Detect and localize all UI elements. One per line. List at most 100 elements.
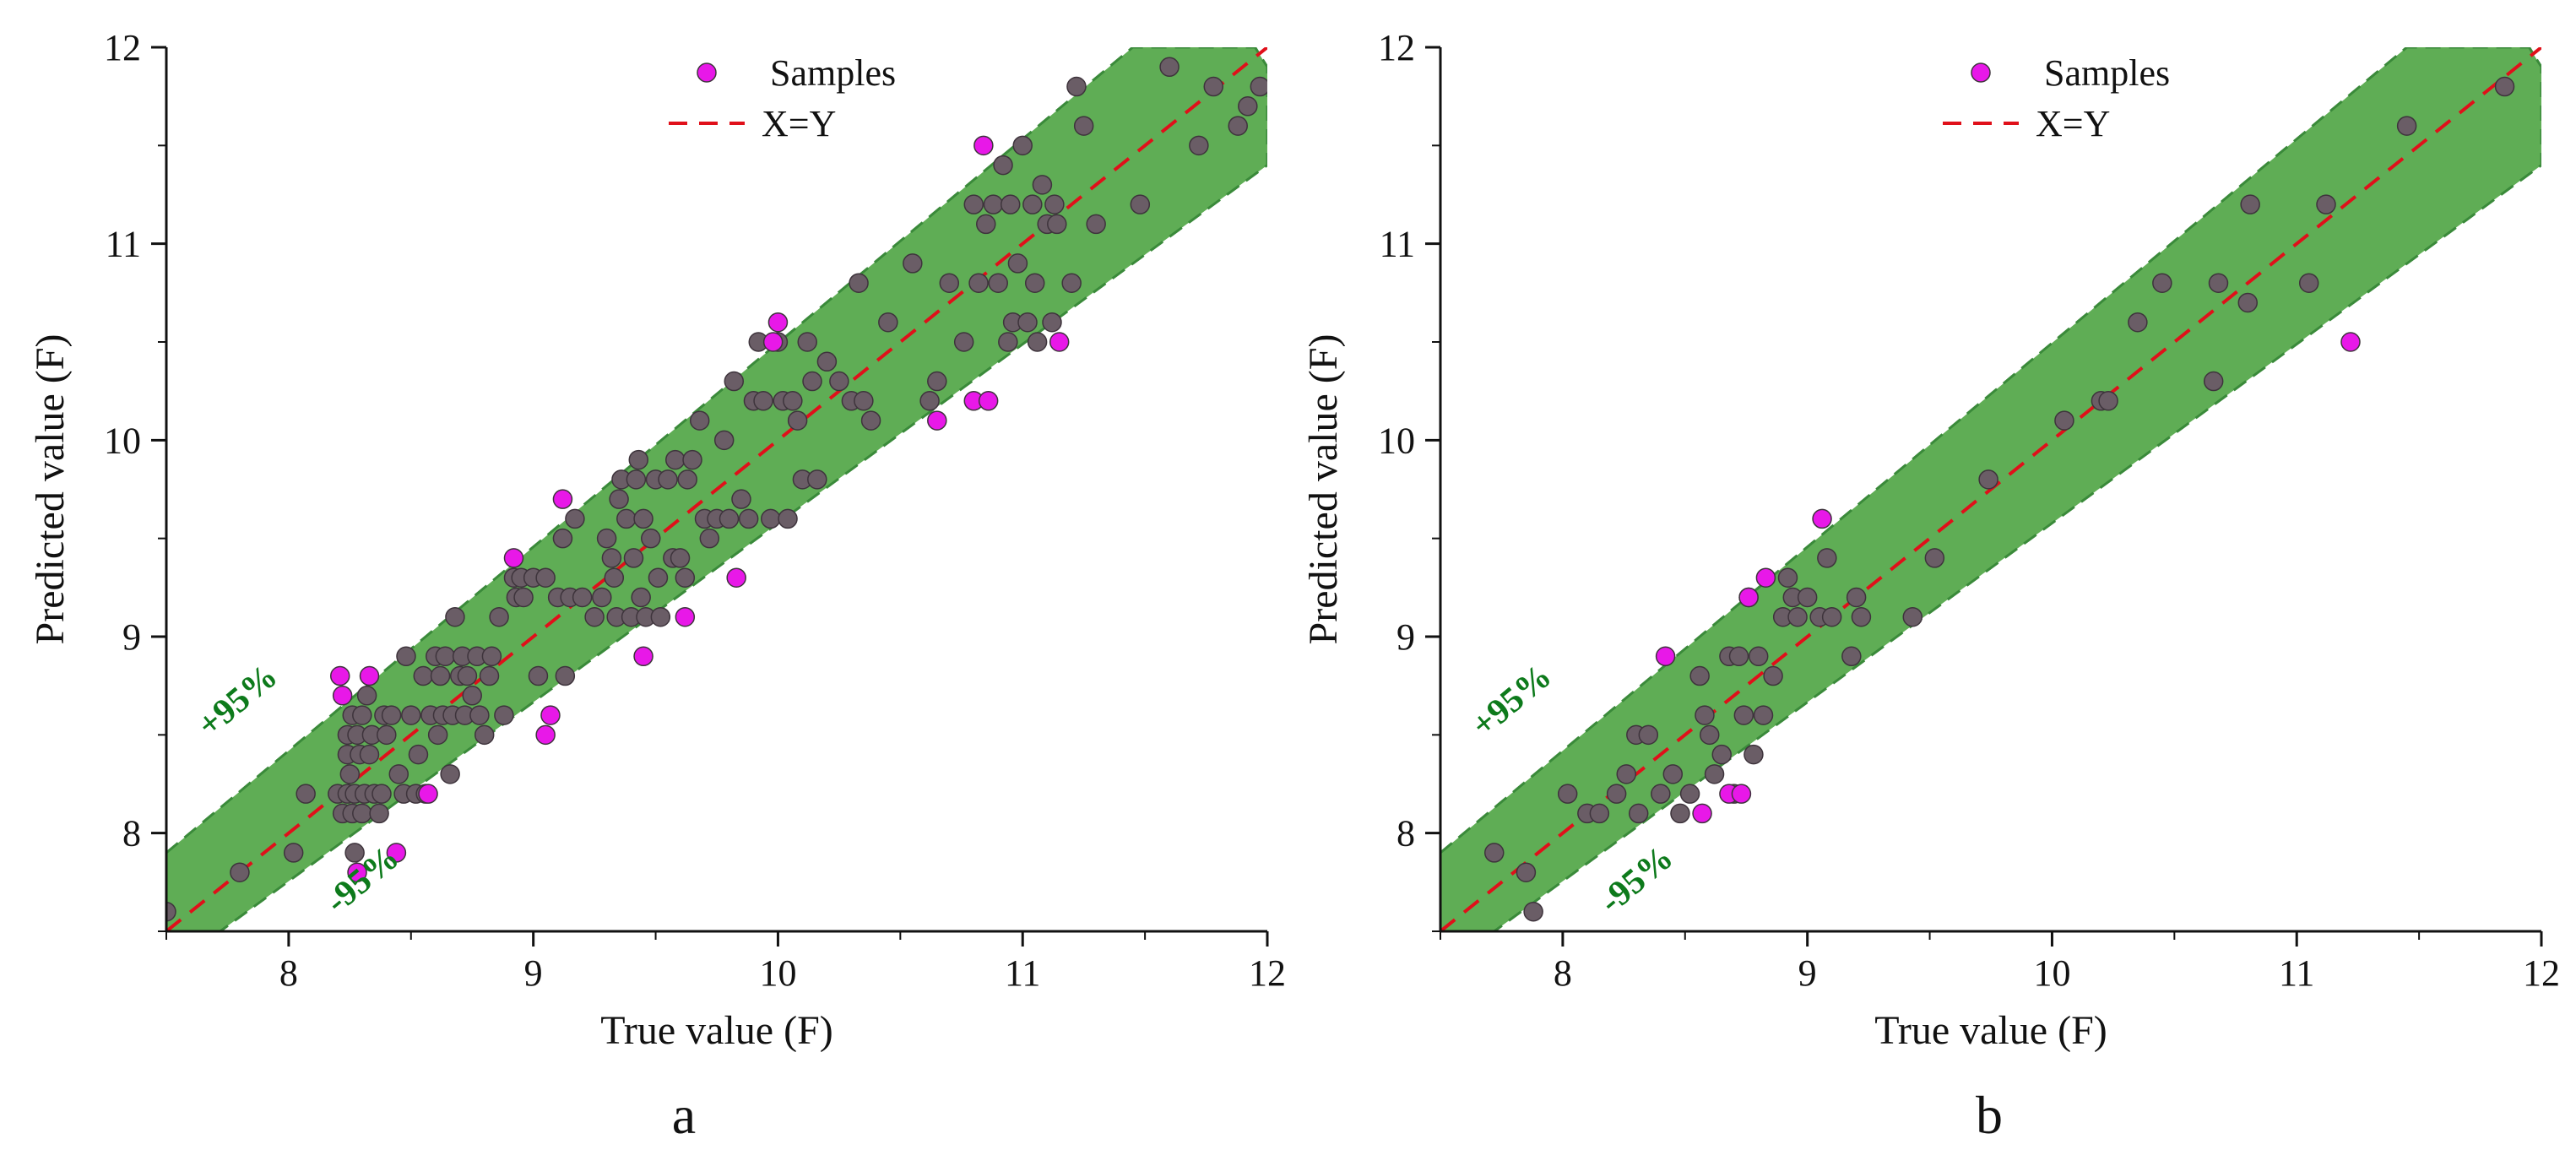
sample-point: [462, 686, 482, 706]
x-axis-title: True value (F): [1874, 1008, 2107, 1053]
sample-point: [713, 430, 735, 451]
sample-point: [1047, 214, 1067, 235]
sample-point-outlier: [332, 686, 353, 706]
sample-point-outlier: [1692, 803, 1712, 824]
x-tick-label: 9: [524, 952, 543, 994]
xy-reference-line: [1440, 47, 2541, 931]
sample-point: [641, 528, 661, 549]
sample-point: [166, 901, 176, 922]
y-tick-label: 9: [1396, 616, 1415, 658]
sample-point: [2316, 194, 2336, 214]
sample-point: [296, 784, 316, 804]
sample-point: [919, 391, 940, 411]
sample-point: [963, 194, 984, 214]
legend-samples-label: Samples: [770, 52, 896, 94]
sample-point-outlier: [386, 843, 407, 863]
sample-point: [408, 744, 429, 765]
sample-point: [528, 665, 549, 686]
sample-point: [381, 705, 402, 725]
x-tick-label: 10: [2033, 952, 2070, 994]
x-tick-label: 11: [2279, 952, 2314, 994]
sample-point: [352, 803, 372, 824]
sample-point: [535, 567, 556, 588]
sample-point-outlier: [767, 312, 789, 333]
sample-point: [552, 528, 573, 549]
sample-point-outlier: [726, 567, 746, 588]
panel-label: a: [672, 1085, 696, 1145]
sample-point: [352, 705, 372, 725]
sample-point: [1841, 646, 1862, 667]
y-tick-label: 12: [104, 27, 141, 68]
sample-point: [481, 646, 502, 667]
sample-point: [584, 606, 605, 627]
sample-point: [849, 273, 869, 293]
sample-point: [983, 194, 1004, 214]
sample-point: [401, 705, 421, 725]
sample-point: [1821, 606, 1842, 627]
xy-reference-line: [166, 47, 1267, 931]
sample-point: [489, 606, 509, 627]
sample-point: [1777, 567, 1798, 588]
sample-point: [344, 843, 365, 863]
sample-point: [1695, 705, 1715, 725]
sample-point: [927, 371, 947, 392]
sample-point: [860, 410, 881, 431]
sample-point: [1484, 843, 1505, 863]
sample-point: [675, 567, 696, 588]
sample-point: [783, 391, 803, 411]
sample-point: [1066, 76, 1087, 97]
sample-point: [1797, 587, 1818, 608]
sample-point: [427, 724, 448, 746]
sample-point: [1753, 705, 1774, 725]
sample-point: [682, 449, 702, 470]
y-tick-label: 8: [122, 813, 141, 854]
sample-point: [1651, 784, 1671, 804]
sample-point: [664, 449, 686, 470]
sample-point: [1000, 194, 1021, 214]
sample-point: [457, 665, 478, 686]
sample-point: [1662, 764, 1684, 784]
sample-point: [1516, 862, 1537, 882]
sample-point: [626, 469, 647, 490]
sample-point: [609, 489, 629, 509]
sample-point: [1027, 332, 1048, 352]
upper-band-label: +95%: [190, 657, 285, 746]
sample-point-outlier: [633, 646, 653, 667]
sample-point: [1851, 606, 1872, 627]
sample-point: [469, 705, 490, 725]
x-tick-label: 8: [1554, 952, 1572, 994]
sample-point-outlier: [329, 665, 350, 686]
sample-point: [283, 843, 304, 863]
sample-point: [339, 764, 361, 784]
legend-samples-label: Samples: [2044, 52, 2170, 94]
sample-point: [359, 744, 380, 765]
sample-point-outlier: [927, 410, 947, 431]
sample-point: [993, 155, 1013, 176]
sample-point: [1638, 724, 1659, 746]
sample-point: [2494, 76, 2515, 97]
y-tick-label: 10: [104, 420, 141, 461]
sample-point: [677, 469, 697, 490]
sample-point-outlier: [762, 332, 784, 352]
x-tick-label: 11: [1005, 952, 1040, 994]
sample-point: [572, 587, 593, 608]
sample-point: [1024, 273, 1045, 293]
sample-point: [2240, 194, 2260, 214]
sample-point: [976, 214, 996, 235]
sample-point: [1978, 469, 1998, 490]
sample-point: [1616, 764, 1636, 784]
legend-samples-marker: [1971, 62, 1991, 83]
plot-area: [1440, 47, 2541, 931]
sample-point: [719, 508, 740, 529]
sample-point: [1744, 744, 1764, 765]
sample-point: [1704, 764, 1725, 784]
sample-point: [616, 508, 637, 529]
sample-point: [435, 646, 456, 667]
sample-point: [648, 567, 669, 588]
sample-point: [356, 686, 377, 706]
y-tick-label: 9: [122, 616, 141, 658]
plot-area: [166, 47, 1267, 931]
sample-point: [388, 764, 409, 784]
sample-point: [761, 508, 781, 529]
sample-point: [1250, 76, 1267, 97]
